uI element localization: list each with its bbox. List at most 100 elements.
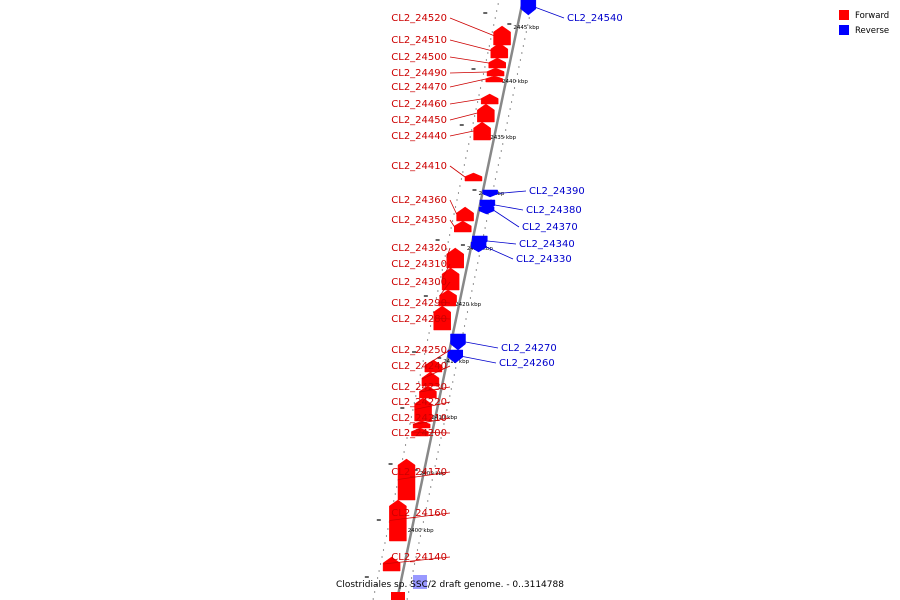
legend-swatch-reverse (839, 25, 849, 35)
gene-arrow (389, 499, 407, 542)
gene-arrow (433, 305, 451, 331)
gene-label-connector (397, 471, 451, 480)
gene-label: CL2_24450 (391, 115, 447, 126)
gene-arrow (450, 333, 466, 351)
gene-label: CL2_24320 (391, 243, 447, 254)
gene-label: CL2_24340 (519, 239, 575, 250)
gene-label: CL2_24310 (391, 259, 447, 270)
gene-label-connector (449, 56, 489, 64)
gene-label-connector (419, 386, 451, 393)
gene-label-connector (438, 301, 451, 304)
gene-arrow (488, 57, 506, 69)
gene-label-connector (413, 417, 451, 425)
gene-label: CL2_24300 (391, 277, 447, 288)
gene-label-connector (421, 365, 451, 380)
gene-label-connector (433, 317, 451, 320)
gene-arrow (493, 25, 511, 46)
gene-label-connector (449, 39, 491, 51)
gene-label-connector (441, 263, 451, 280)
gene-arrow (485, 75, 504, 83)
gene-label-connector (414, 401, 451, 410)
gene-label: CL2_24200 (391, 428, 447, 439)
gene-label: CL2_24470 (391, 82, 447, 93)
gene-label-connector (449, 71, 488, 74)
gene-arrow-partial (391, 592, 405, 600)
gene-label-connector (493, 210, 520, 228)
gene-arrow (478, 206, 495, 215)
gene-arrow (397, 458, 416, 501)
gene-label: CL2_24360 (391, 195, 447, 206)
legend-swatch-forward (839, 10, 849, 20)
gene-arrow (464, 172, 483, 182)
genome-backbone (395, 0, 525, 600)
scale-tick-label: 2400 kbp (408, 528, 434, 534)
gene-arrow (382, 556, 401, 572)
gene-label-connector (439, 281, 451, 297)
gene-label: CL2_24140 (391, 552, 447, 563)
gene-arrow (477, 103, 495, 123)
gene-arrow (446, 247, 464, 269)
gene-label: CL2_24490 (391, 68, 447, 79)
scale-tick-label: 2410 kbp (431, 415, 457, 421)
gene-arrow (441, 267, 460, 291)
gene-label: CL2_24230 (391, 382, 447, 393)
gene-label-connector (449, 130, 474, 137)
genome-caption: Clostridiales sp. SSC/2 draft genome. - … (336, 580, 564, 590)
gene-arrow (486, 67, 505, 77)
legend: Forward Reverse (839, 10, 889, 36)
gene-arrow (520, 0, 537, 16)
gene-labels: CL2_24520 CL2_24510 CL2_24500 CL2_24490 CL2_… (383, 7, 623, 565)
gene-label: CL2_24540 (567, 13, 623, 24)
gene-arrow (421, 371, 440, 387)
gene-arrow (480, 93, 499, 105)
gene-label: CL2_24290 (391, 298, 447, 309)
gene-label: CL2_24350 (391, 215, 447, 226)
gene-label: CL2_24330 (516, 254, 572, 265)
gene-label: CL2_24260 (499, 358, 555, 369)
gene-label: CL2_24460 (391, 99, 447, 110)
gene-label: CL2_24390 (529, 186, 585, 197)
gene-arrow (482, 189, 498, 198)
scale-tick-label: 2445 kbp (513, 25, 539, 31)
scale-tick-label: 2440 kbp (502, 79, 528, 85)
gene-label-connector (383, 556, 451, 565)
gene-arrow (456, 206, 474, 222)
gene-label-connector (389, 512, 451, 521)
legend-label-reverse: Reverse (855, 26, 889, 36)
gene-label-connector (449, 98, 482, 105)
gene-label: CL2_24440 (391, 131, 447, 142)
gene-label-connector (449, 165, 466, 178)
gene-label-connector (446, 247, 451, 259)
gene-label: CL2_24370 (522, 222, 578, 233)
gene-label-connector (449, 199, 457, 215)
gene-label: CL2_24160 (391, 508, 447, 519)
gene-label-connector (449, 78, 486, 88)
gene-label-connector (449, 112, 478, 121)
gene-label-connector (449, 219, 455, 227)
legend-label-forward: Forward (855, 11, 889, 21)
gene-label: CL2_24500 (391, 52, 447, 63)
gene-label-connector (424, 349, 451, 367)
gene-label-connector (535, 7, 565, 19)
gene-label: CL2_24380 (526, 205, 582, 216)
gene-label-connector (487, 240, 517, 245)
scale-tick-label: 2405 kbp (420, 471, 446, 477)
gene-label-connector (411, 431, 451, 434)
gene-label: CL2_24210 (391, 413, 447, 424)
gene-label: CL2_24270 (501, 343, 557, 354)
gene-label-connector (462, 356, 497, 364)
gene-label-connector (494, 204, 524, 211)
gene-arrow (414, 397, 432, 422)
gene-label: CL2_24510 (391, 35, 447, 46)
gene-label-connector (465, 341, 499, 349)
gene-label-connector (497, 190, 527, 194)
gene-label-connector (485, 246, 514, 260)
gene-arrow (419, 385, 437, 399)
gene-label: CL2_24410 (391, 161, 447, 172)
gene-label: CL2_24280 (391, 314, 447, 325)
gene-label: CL2_24240 (391, 361, 447, 372)
gene-label: CL2_24250 (391, 345, 447, 356)
gene-arrow-partial (413, 575, 427, 589)
gene-label: CL2_24520 (391, 13, 447, 24)
